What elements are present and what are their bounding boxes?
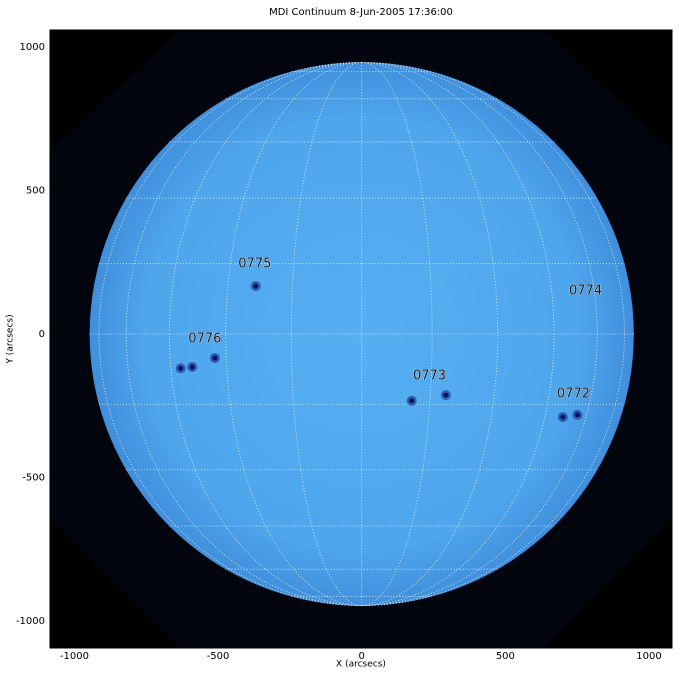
y-tick-label: -500 (22, 472, 45, 483)
y-tick-label: 0 (39, 329, 45, 340)
sunspot-umbra (443, 392, 449, 398)
x-tick-label: 0 (359, 651, 365, 662)
longitude-line (361, 62, 555, 606)
region-label: 0773 (413, 368, 446, 383)
y-tick-label: 500 (26, 186, 45, 197)
longitude-line (98, 62, 362, 606)
region-label: 0774 (569, 283, 602, 298)
sunspot-umbra (253, 283, 259, 289)
heliographic-grid (89, 62, 634, 606)
y-tick-label: 1000 (20, 42, 45, 53)
sunspot-umbra (212, 355, 218, 361)
x-tick-label: -1000 (60, 651, 89, 662)
longitude-line (361, 62, 433, 606)
y-axis-label: Y (arcsecs) (6, 314, 16, 364)
sunspot-umbra (189, 364, 195, 370)
longitude-line (169, 62, 362, 606)
sunspot-umbra (574, 412, 580, 418)
sunspot-umbra (178, 365, 184, 371)
x-tick-label: -500 (207, 651, 230, 662)
plot-frame (49, 29, 673, 649)
sunspot-umbra (409, 398, 415, 404)
region-label: 0776 (188, 331, 221, 346)
x-tick-label: 500 (496, 651, 515, 662)
longitude-line (291, 62, 362, 606)
region-label: 0775 (238, 257, 271, 272)
longitude-line (361, 62, 625, 606)
y-tick-label: -1000 (16, 616, 45, 627)
region-label: 0772 (557, 386, 590, 401)
x-tick-label: 1000 (636, 651, 661, 662)
x-axis-label: X (arcsecs) (336, 660, 386, 670)
sunspot-umbra (560, 414, 566, 420)
chart-title: MDI Continuum 8-Jun-2005 17:36:00 (269, 7, 453, 18)
